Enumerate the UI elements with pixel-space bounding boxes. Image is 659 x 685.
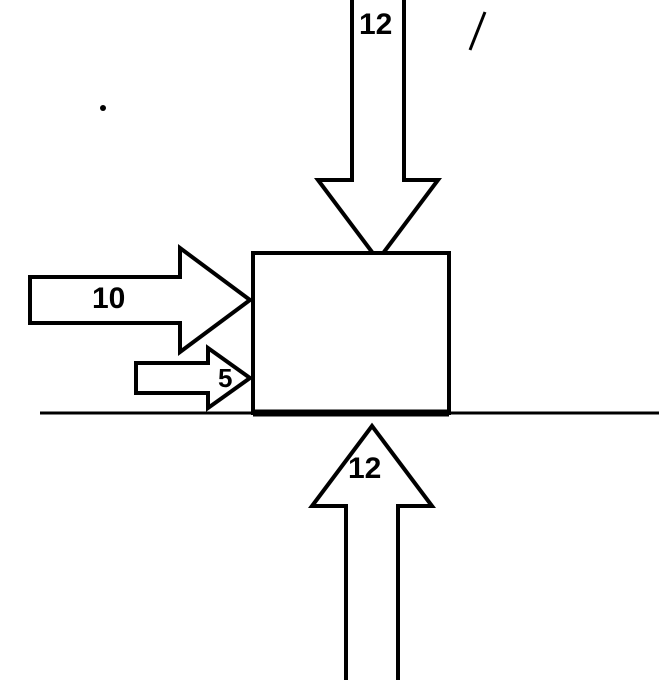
top-tick [470, 12, 485, 50]
force-arrow-left_small [136, 348, 250, 408]
force-label-bottom: 12 [348, 452, 381, 486]
force-label-left_small: 5 [218, 363, 232, 394]
force-label-left_big: 10 [92, 282, 125, 316]
force-diagram: 12 12 10 5 [0, 0, 659, 680]
block [253, 253, 449, 413]
force-arrow-left_big [30, 248, 250, 352]
force-label-top: 12 [359, 8, 392, 42]
dot-mark [100, 105, 106, 111]
diagram-svg [0, 0, 659, 680]
